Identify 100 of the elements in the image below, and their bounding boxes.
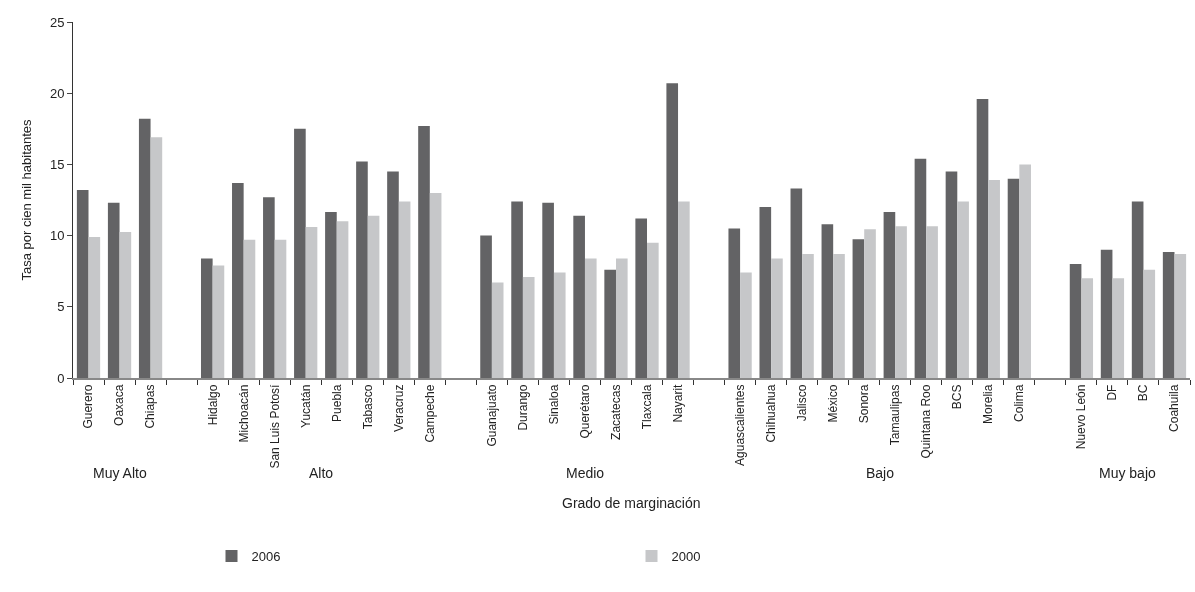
- x-tick-label: Chiapas: [143, 384, 158, 429]
- x-axis-title: Grado de marginación: [562, 495, 701, 511]
- x-tick-label: Querétaro: [577, 384, 592, 439]
- x-tick-label: BC: [1136, 384, 1151, 402]
- text: Medio: [566, 465, 605, 481]
- x-tick-label: San Luis Potosí: [267, 383, 282, 469]
- y-tick-label: 5: [57, 299, 65, 315]
- x-tick-label: Hidalgo: [205, 384, 220, 426]
- bar: [615, 258, 628, 378]
- text: Bajo: [866, 465, 895, 481]
- x-tick-label: Oaxaca: [112, 384, 127, 426]
- x-tick-label: Tlaxcala: [639, 384, 654, 430]
- bar: [107, 202, 120, 378]
- bar: [542, 202, 554, 378]
- bar: [802, 254, 814, 378]
- bar: [336, 221, 349, 378]
- bar: [1007, 178, 1020, 378]
- bar: [274, 239, 287, 378]
- bar: [914, 158, 927, 378]
- bar: [1069, 264, 1082, 378]
- y-tick-label: 15: [49, 156, 65, 172]
- bar: [976, 98, 989, 378]
- text: Muy Alto: [93, 465, 147, 481]
- bar: [232, 182, 244, 378]
- bar: [553, 272, 566, 378]
- bar: [771, 258, 783, 378]
- x-tick-label: Puebla: [329, 384, 344, 422]
- bar: [833, 254, 845, 378]
- x-tick-label: Campeche: [422, 384, 437, 443]
- bar: [263, 197, 275, 378]
- bar: [883, 212, 896, 378]
- bar: [1131, 201, 1144, 378]
- bar: [480, 235, 492, 378]
- x-tick-label: Yucatán: [298, 384, 313, 428]
- bar: [635, 218, 648, 378]
- bar: [212, 265, 225, 378]
- bar: [1100, 249, 1113, 378]
- bar: [666, 83, 679, 378]
- bar: [398, 201, 411, 378]
- bar: [387, 171, 399, 378]
- bar: [150, 137, 163, 378]
- x-tick-label: Guanajuato: [484, 384, 499, 447]
- bar: [511, 201, 523, 378]
- bar: [1112, 278, 1125, 378]
- bar: [821, 224, 834, 378]
- bar: [325, 212, 337, 378]
- x-tick-label: Morelia: [981, 384, 996, 424]
- y-tick-label: 20: [49, 85, 65, 101]
- bar: [573, 215, 585, 378]
- x-tick-label: Aguascalientes: [733, 384, 747, 466]
- bar: [356, 161, 368, 378]
- x-tick-label: Coahuila: [1167, 384, 1182, 432]
- bar: [1174, 254, 1187, 378]
- bar: [926, 226, 938, 378]
- bar: [895, 226, 907, 378]
- bar: [294, 128, 306, 378]
- bar: [367, 215, 380, 378]
- bar: [1081, 278, 1094, 378]
- x-tick-label: Durango: [515, 384, 530, 431]
- bar: [76, 190, 89, 378]
- x-tick-label: Sonora: [857, 384, 872, 424]
- bar: [957, 201, 969, 378]
- x-tick-label: Quintana Roo: [919, 384, 934, 459]
- bar: [119, 232, 132, 378]
- bar: [1162, 251, 1175, 378]
- bar: [88, 237, 101, 378]
- bar: [790, 188, 803, 378]
- y-tick-label: 0: [57, 370, 65, 386]
- y-tick-label: 25: [49, 14, 65, 30]
- bar: [740, 272, 752, 378]
- bar: [305, 227, 318, 378]
- bar: [200, 258, 213, 378]
- bar: [138, 118, 151, 378]
- bar: [1143, 269, 1156, 378]
- x-tick-label: DF: [1105, 384, 1120, 401]
- bar: [678, 201, 690, 378]
- x-tick-label: Jalisco: [795, 384, 810, 422]
- x-tick-label: Zacatecas: [608, 384, 623, 440]
- bar: [852, 239, 865, 378]
- y-tick-label: 10: [49, 228, 65, 244]
- bar: [864, 229, 876, 378]
- legend-label: 2000: [671, 549, 701, 565]
- x-tick-label: Colima: [1012, 384, 1027, 422]
- x-tick-label: México: [826, 384, 841, 423]
- x-tick-label: BCS: [950, 384, 965, 410]
- x-tick-label: Nuevo León: [1074, 384, 1089, 450]
- bar: [759, 207, 772, 378]
- bar: [491, 282, 504, 378]
- x-tick-label: Tamaulipas: [888, 384, 903, 446]
- y-axis-title: Tasa por cien mil habitantes: [18, 118, 34, 281]
- x-tick-label: Veracruz: [391, 384, 406, 432]
- bar: [988, 180, 1000, 378]
- bar: [647, 242, 659, 378]
- x-tick-label: Guerero: [81, 384, 96, 429]
- bar: [429, 192, 442, 378]
- bar: [243, 239, 256, 378]
- bar: [522, 276, 535, 378]
- x-tick-label: Nayarit: [670, 383, 685, 423]
- text: Muy bajo: [1099, 465, 1157, 481]
- x-tick-label: Tabasco: [360, 384, 375, 430]
